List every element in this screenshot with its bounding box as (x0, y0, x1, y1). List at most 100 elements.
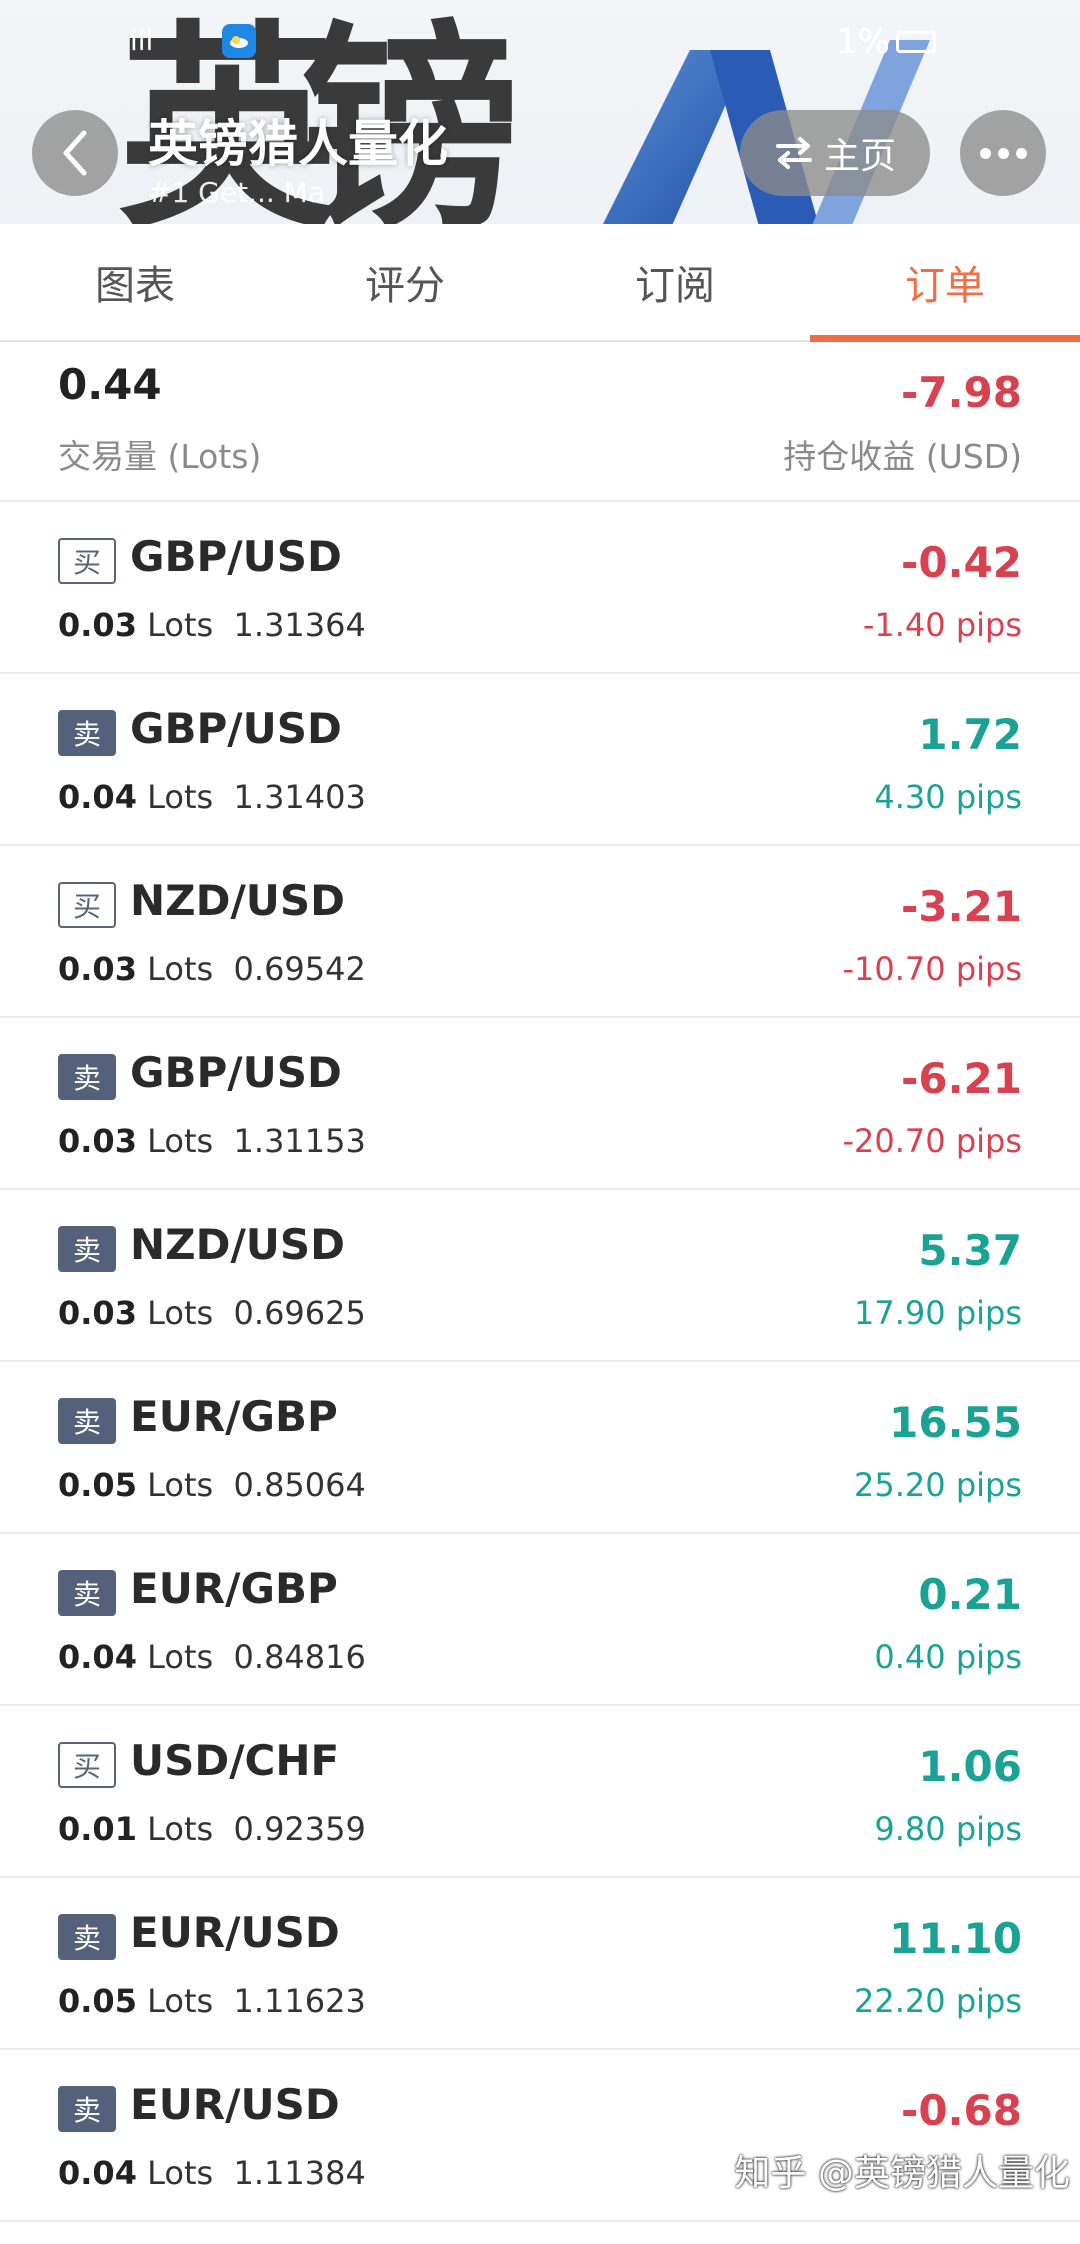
signal-indicator: ill (130, 24, 154, 57)
battery-icon (895, 31, 936, 53)
order-price: 0.92359 (233, 1810, 366, 1848)
order-row[interactable]: 卖 NZD/USD 0.03 Lots 0.69625 5.37 17.90 p… (0, 1190, 1080, 1362)
more-dots-icon (1015, 147, 1027, 159)
side-badge-sell: 卖 (58, 1398, 116, 1444)
order-profit-loss: 1.72 (918, 710, 1022, 759)
home-button[interactable]: 主页 (740, 110, 930, 196)
order-symbol: USD/CHF (130, 1736, 340, 1785)
order-price: 0.69542 (233, 950, 366, 988)
side-badge-sell: 卖 (58, 710, 116, 756)
order-pips: 0.40 pips (874, 1638, 1022, 1676)
order-row[interactable]: 卖 GBP/USD 0.03 Lots 1.31153 -6.21 -20.70… (0, 1018, 1080, 1190)
order-profit-loss: 5.37 (918, 1226, 1022, 1275)
order-details: 0.03 Lots 0.69542 (58, 950, 366, 988)
order-symbol: EUR/GBP (130, 1392, 338, 1441)
order-symbol: EUR/GBP (130, 1564, 338, 1613)
order-details: 0.05 Lots 0.85064 (58, 1466, 366, 1504)
orders-list: 买 GBP/USD 0.03 Lots 1.31364 -0.42 -1.40 … (0, 502, 1080, 2222)
order-row[interactable]: 卖 EUR/USD 0.05 Lots 1.11623 11.10 22.20 … (0, 1878, 1080, 2050)
order-details: 0.05 Lots 1.11623 (58, 1982, 366, 2020)
order-profit-loss: 1.06 (918, 1742, 1022, 1791)
order-price: 0.69625 (233, 1294, 366, 1332)
order-symbol: NZD/USD (130, 876, 346, 925)
order-details: 0.03 Lots 1.31153 (58, 1122, 366, 1160)
weather-app-icon (222, 24, 256, 58)
total-volume: 0.44 (58, 360, 162, 409)
back-button[interactable] (32, 110, 118, 196)
side-badge-buy: 买 (58, 538, 116, 584)
order-price: 1.31364 (233, 606, 366, 644)
order-row[interactable]: 买 GBP/USD 0.03 Lots 1.31364 -0.42 -1.40 … (0, 502, 1080, 674)
tab-subscribe[interactable]: 订阅 (635, 263, 715, 309)
order-price: 0.85064 (233, 1466, 366, 1504)
order-lots-unit: Lots (147, 1294, 214, 1332)
banner-background-char: 镑 (300, 2, 520, 224)
order-pips: -20.70 pips (842, 1122, 1022, 1160)
order-pips: 17.90 pips (854, 1294, 1022, 1332)
order-symbol: NZD/USD (130, 1220, 346, 1269)
order-pips: -10.70 pips (842, 950, 1022, 988)
order-profit-loss: 16.55 (889, 1398, 1022, 1447)
order-details: 0.04 Lots 1.11384 (58, 2154, 366, 2192)
order-lots-unit: Lots (147, 2154, 214, 2192)
side-badge-sell: 卖 (58, 1570, 116, 1616)
order-lots-unit: Lots (147, 950, 214, 988)
order-price: 0.84816 (233, 1638, 366, 1676)
side-badge-sell: 卖 (58, 1226, 116, 1272)
more-options-button[interactable] (960, 110, 1046, 196)
order-lots-unit: Lots (147, 1122, 214, 1160)
order-lots-unit: Lots (147, 778, 214, 816)
order-row[interactable]: 买 NZD/USD 0.03 Lots 0.69542 -3.21 -10.70… (0, 846, 1080, 1018)
tab-bar: 图表 评分 订阅 订单 (0, 224, 1080, 342)
side-badge-buy: 买 (58, 882, 116, 928)
order-symbol: EUR/USD (130, 2080, 340, 2129)
order-lots: 0.05 (58, 1982, 137, 2020)
orders-summary: 0.44 交易量 (Lots) -7.98 持仓收益 (USD) (0, 342, 1080, 502)
order-details: 0.01 Lots 0.92359 (58, 1810, 366, 1848)
order-lots-unit: Lots (147, 1982, 214, 2020)
order-lots: 0.04 (58, 778, 137, 816)
order-details: 0.04 Lots 0.84816 (58, 1638, 366, 1676)
order-lots-unit: Lots (147, 606, 214, 644)
order-profit-loss: 11.10 (889, 1914, 1022, 1963)
order-pips: 22.20 pips (854, 1982, 1022, 2020)
more-dots-icon (979, 147, 991, 159)
total-profit-loss-label: 持仓收益 (USD) (783, 437, 1022, 476)
side-badge-sell: 卖 (58, 1914, 116, 1960)
order-pips: -1.40 pips (862, 606, 1022, 644)
order-price: 1.11623 (233, 1982, 366, 2020)
order-row[interactable]: 卖 EUR/GBP 0.05 Lots 0.85064 16.55 25.20 … (0, 1362, 1080, 1534)
order-symbol: GBP/USD (130, 704, 342, 753)
order-details: 0.03 Lots 0.69625 (58, 1294, 366, 1332)
tab-chart[interactable]: 图表 (95, 263, 175, 309)
order-row[interactable]: 卖 EUR/USD 0.04 Lots 1.11384 -0.68 (0, 2050, 1080, 2222)
order-lots-unit: Lots (147, 1638, 214, 1676)
battery-status: 1% (836, 22, 936, 62)
side-badge-buy: 买 (58, 1742, 116, 1788)
order-profit-loss: -0.68 (900, 2086, 1022, 2135)
order-price: 1.31403 (233, 778, 366, 816)
order-lots: 0.01 (58, 1810, 137, 1848)
chevron-left-icon (63, 130, 87, 176)
order-lots: 0.05 (58, 1466, 137, 1504)
tab-rating[interactable]: 评分 (365, 263, 445, 309)
order-row[interactable]: 卖 EUR/GBP 0.04 Lots 0.84816 0.21 0.40 pi… (0, 1534, 1080, 1706)
total-volume-label: 交易量 (Lots) (58, 437, 262, 476)
order-lots-unit: Lots (147, 1810, 214, 1848)
order-profit-loss: -0.42 (900, 538, 1022, 587)
order-row[interactable]: 买 USD/CHF 0.01 Lots 0.92359 1.06 9.80 pi… (0, 1706, 1080, 1878)
home-button-label: 主页 (823, 136, 896, 177)
order-price: 1.11384 (233, 2154, 366, 2192)
order-symbol: GBP/USD (130, 1048, 342, 1097)
order-lots: 0.04 (58, 1638, 137, 1676)
order-pips: 4.30 pips (874, 778, 1022, 816)
order-profit-loss: 0.21 (918, 1570, 1022, 1619)
swap-icon (775, 137, 812, 169)
battery-text: 1% (836, 22, 890, 62)
order-pips: 9.80 pips (874, 1810, 1022, 1848)
order-lots: 0.03 (58, 1294, 137, 1332)
order-pips: 25.20 pips (854, 1466, 1022, 1504)
tab-orders[interactable]: 订单 (810, 224, 1080, 342)
order-row[interactable]: 卖 GBP/USD 0.04 Lots 1.31403 1.72 4.30 pi… (0, 674, 1080, 846)
page-subtitle: #1 Get... Ma (148, 176, 325, 209)
